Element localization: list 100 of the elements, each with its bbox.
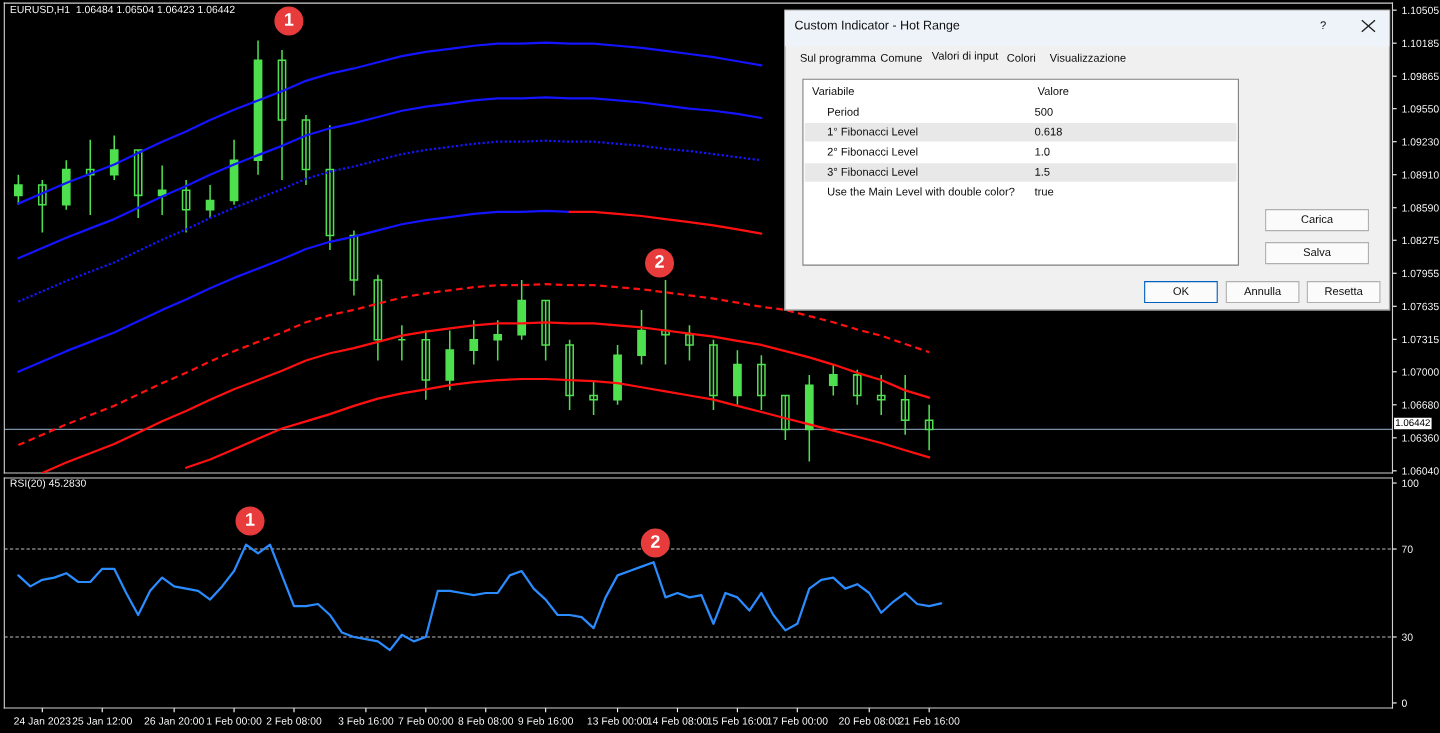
x-tick-label: 14 Feb 08:00 (647, 717, 708, 725)
candlestick (397, 324, 407, 362)
text: 500 (1035, 107, 1053, 116)
annotation: Use the Main Level with double color? (827, 187, 1015, 196)
line-series (568, 210, 763, 235)
chart-title: RSI(20) 45.2830 (10, 479, 86, 489)
y-tick-label: 1.08590 (1402, 204, 1439, 212)
candlestick (709, 339, 718, 411)
candlestick (133, 149, 143, 219)
text: 0.618 (1035, 127, 1062, 136)
candlestick (900, 374, 910, 436)
candlestick (277, 49, 287, 181)
y-tick-label: 30 (1401, 633, 1413, 641)
annotation: Sul programma (800, 53, 876, 65)
y-tick-label: 1.09550 (1402, 105, 1439, 113)
text: true (1034, 188, 1054, 196)
line-series (41, 321, 931, 473)
y-tick-label: 1.10185 (1402, 39, 1439, 48)
annotation: 2 (655, 255, 664, 268)
candlestick (85, 138, 95, 216)
candlestick (637, 309, 646, 366)
x-tick-label: 15 Feb 16:00 (707, 717, 768, 725)
annotation: Valori di input (931, 51, 999, 62)
candlestick (828, 363, 838, 397)
x-tick-label: 21 Feb 16:00 (898, 717, 960, 725)
candlestick (876, 374, 886, 416)
y-tick-label: 0 (1401, 699, 1407, 707)
y-tick-label: 1.07315 (1402, 335, 1439, 344)
text: Visualizzazione (1049, 53, 1126, 62)
candlestick (852, 368, 862, 406)
candlestick (109, 134, 119, 181)
annotation: 2 (650, 535, 660, 548)
line-series (17, 41, 763, 205)
y-tick-label: 1.09230 (1402, 138, 1439, 146)
candlestick (804, 374, 814, 463)
y-tick-label: 1.06360 (1402, 434, 1439, 442)
y-tick-label: 1.07000 (1402, 368, 1439, 376)
candlestick (733, 349, 742, 406)
candlestick (493, 319, 503, 362)
text: OK (1173, 287, 1189, 296)
x-tick-label: 9 Feb 16:00 (518, 717, 574, 725)
annotation: 2° Fibonacci Level (827, 147, 918, 156)
y-tick-label: 100 (1402, 479, 1419, 487)
text: Salva (1303, 247, 1331, 257)
y-tick-label: 1.08275 (1402, 236, 1439, 245)
candlestick (445, 329, 455, 392)
candlestick (661, 279, 670, 366)
y-tick-label: 1.07955 (1402, 269, 1439, 278)
text: Carica (1301, 214, 1334, 224)
text: 1.0 (1035, 147, 1050, 156)
y-tick-label: 1.10505 (1402, 6, 1439, 15)
x-tick-label: 20 Feb 08:00 (839, 717, 900, 725)
y-tick-label: 1.06040 (1402, 467, 1439, 475)
candlestick (613, 344, 622, 406)
annotation: Comune (880, 53, 922, 62)
annotation: 1 (246, 513, 255, 526)
candlestick (924, 404, 934, 451)
candlestick (565, 339, 574, 411)
text: ? (1320, 21, 1326, 30)
text: Annulla (1244, 286, 1282, 296)
ref-line-label: 1.06442 (1396, 419, 1430, 427)
candlestick (685, 324, 694, 362)
x-tick-label: 8 Feb 08:00 (458, 717, 514, 725)
text: Resetta (1325, 287, 1363, 296)
chart-title: EURUSD,H1 1.06484 1.06504 1.06423 1.06442 (10, 5, 235, 15)
line-series (17, 282, 931, 447)
x-tick-label: 24 Jan 2023 (14, 717, 71, 725)
candlestick (37, 179, 47, 234)
text: 1.5 (1035, 167, 1050, 176)
candlestick (517, 279, 527, 341)
text: Colori (1007, 53, 1036, 62)
line-series (17, 209, 571, 373)
annotation: 1 (285, 13, 294, 26)
candlestick (757, 354, 766, 411)
x-tick-label: 13 Feb 00:00 (587, 717, 648, 725)
text: Valore (1037, 86, 1069, 96)
line-series (185, 377, 931, 469)
annotation: Period (828, 107, 859, 116)
candlestick (589, 379, 598, 416)
y-tick-label: 1.08910 (1402, 171, 1439, 179)
annotation: Variabile (812, 86, 854, 96)
y-tick-label: 1.06680 (1402, 401, 1439, 409)
x-tick-label: 2 Feb 08:00 (266, 717, 322, 725)
candlestick (181, 179, 191, 234)
candlestick (469, 319, 479, 366)
x-tick-label: 26 Jan 20:00 (144, 717, 204, 725)
annotation: 3° Fibonacci Level (827, 167, 918, 176)
x-tick-label: 1 Feb 00:00 (207, 717, 262, 725)
text: Custom Indicator - Hot Range (795, 20, 960, 32)
candlestick (541, 299, 551, 362)
x-tick-label: 7 Feb 00:00 (398, 717, 454, 725)
x-tick-label: 25 Jan 12:00 (72, 717, 132, 725)
x-tick-label: 17 Feb 00:00 (767, 717, 828, 725)
candlestick (325, 124, 335, 251)
candlestick (157, 164, 167, 216)
x-tick-label: 3 Feb 16:00 (338, 717, 394, 725)
annotation: 1° Fibonacci Level (827, 127, 918, 136)
y-tick-label: 1.07635 (1402, 302, 1439, 311)
y-tick-label: 70 (1402, 545, 1413, 553)
y-tick-label: 1.09865 (1402, 72, 1439, 81)
